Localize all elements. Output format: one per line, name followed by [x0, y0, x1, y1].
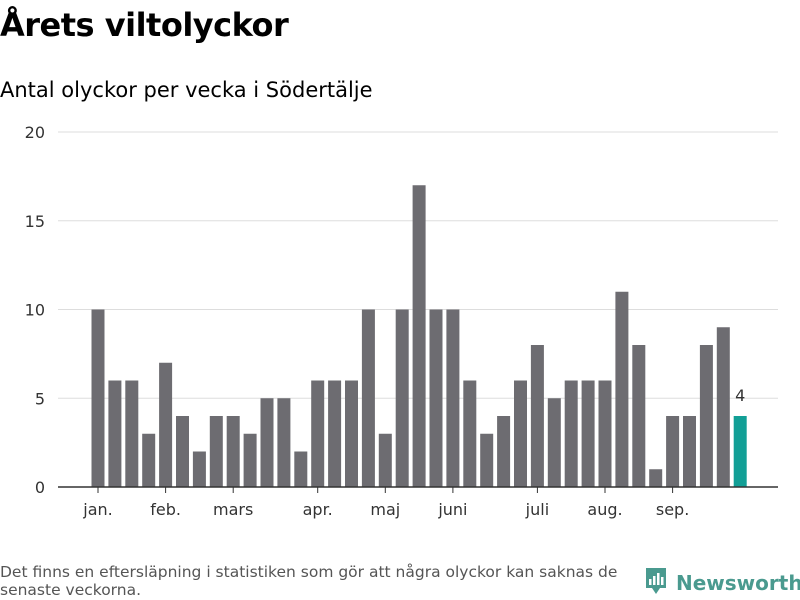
bar [480, 433, 494, 487]
chart-subtitle: Antal olyckor per vecka i Södertälje [0, 78, 373, 102]
bar [159, 362, 173, 487]
bar [378, 433, 392, 487]
x-tick-label: mars [213, 500, 253, 519]
bar-data-label: 4 [735, 386, 745, 405]
bar [243, 433, 257, 487]
y-tick-label: 15 [25, 212, 45, 231]
bar [361, 309, 375, 487]
bar [294, 451, 308, 487]
bar [632, 345, 646, 487]
x-tick-label: juni [437, 500, 467, 519]
bar [581, 380, 595, 487]
bar [530, 345, 544, 487]
x-tick-label: juli [525, 500, 549, 519]
bar [277, 398, 291, 487]
x-tick-label: aug. [587, 500, 622, 519]
bar [209, 416, 223, 487]
bar-highlight [733, 416, 747, 487]
bar [192, 451, 206, 487]
bar [328, 380, 342, 487]
bar [666, 416, 680, 487]
brand-logo[interactable]: Newsworthy [644, 566, 800, 600]
bar [699, 345, 713, 487]
bar [564, 380, 578, 487]
x-tick-label: feb. [150, 500, 181, 519]
x-tick-label: sep. [656, 500, 689, 519]
footnote: Det finns en eftersläpning i statistiken… [0, 563, 618, 599]
bar [125, 380, 139, 487]
bar [412, 185, 426, 487]
bar [716, 327, 730, 487]
x-tick-label: apr. [303, 500, 333, 519]
bar [463, 380, 477, 487]
bar [395, 309, 409, 487]
bar [91, 309, 105, 487]
bar [260, 398, 274, 487]
bar [615, 291, 629, 487]
x-tick-label: jan. [82, 500, 112, 519]
bar [446, 309, 460, 487]
bar [683, 416, 696, 487]
bar [176, 416, 189, 487]
newsworthy-logo-icon [644, 566, 668, 600]
bar [598, 380, 612, 487]
y-tick-label: 20 [25, 123, 45, 142]
bar [514, 380, 527, 487]
brand-name: Newsworthy [676, 571, 800, 595]
x-tick-label: maj [370, 500, 400, 519]
y-tick-label: 0 [35, 478, 45, 497]
bar [142, 433, 156, 487]
bar [649, 469, 663, 487]
bar [547, 398, 561, 487]
bar [108, 380, 122, 487]
bar [311, 380, 325, 487]
bar-chart: 0 5 10 15 20 4 jan. feb. mars apr. maj juni juli aug.… [25, 123, 778, 519]
y-tick-label: 10 [25, 301, 45, 320]
bar [345, 380, 358, 487]
bar [226, 416, 240, 487]
chart-title: Årets viltolyckor [0, 6, 289, 44]
bar [429, 309, 443, 487]
y-tick-label: 5 [35, 389, 45, 408]
bar [497, 416, 511, 487]
